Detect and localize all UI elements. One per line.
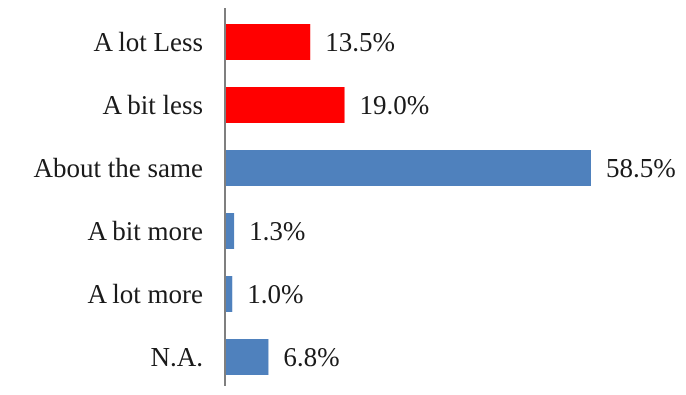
bar-2 [226,150,591,186]
bar-5 [226,339,269,375]
value-label-4: 1.0% [247,279,303,309]
category-label-1: A bit less [102,90,203,120]
value-label-0: 13.5% [325,27,395,57]
bar-3 [226,213,235,249]
category-label-2: About the same [34,153,203,183]
category-label-5: N.A. [151,342,204,372]
value-label-3: 1.3% [249,216,305,246]
category-label-0: A lot Less [93,27,203,57]
category-label-4: A lot more [88,279,204,309]
value-label-2: 58.5% [606,153,676,183]
bar-1 [226,87,345,123]
bars-layer [226,24,591,375]
bar-4 [226,276,233,312]
category-label-3: A bit more [88,216,204,246]
labels-layer: A lot Less 13.5% A bit less 19.0% About the … [34,27,676,372]
value-label-1: 19.0% [360,90,430,120]
value-label-5: 6.8% [283,342,339,372]
bar-0 [226,24,311,60]
